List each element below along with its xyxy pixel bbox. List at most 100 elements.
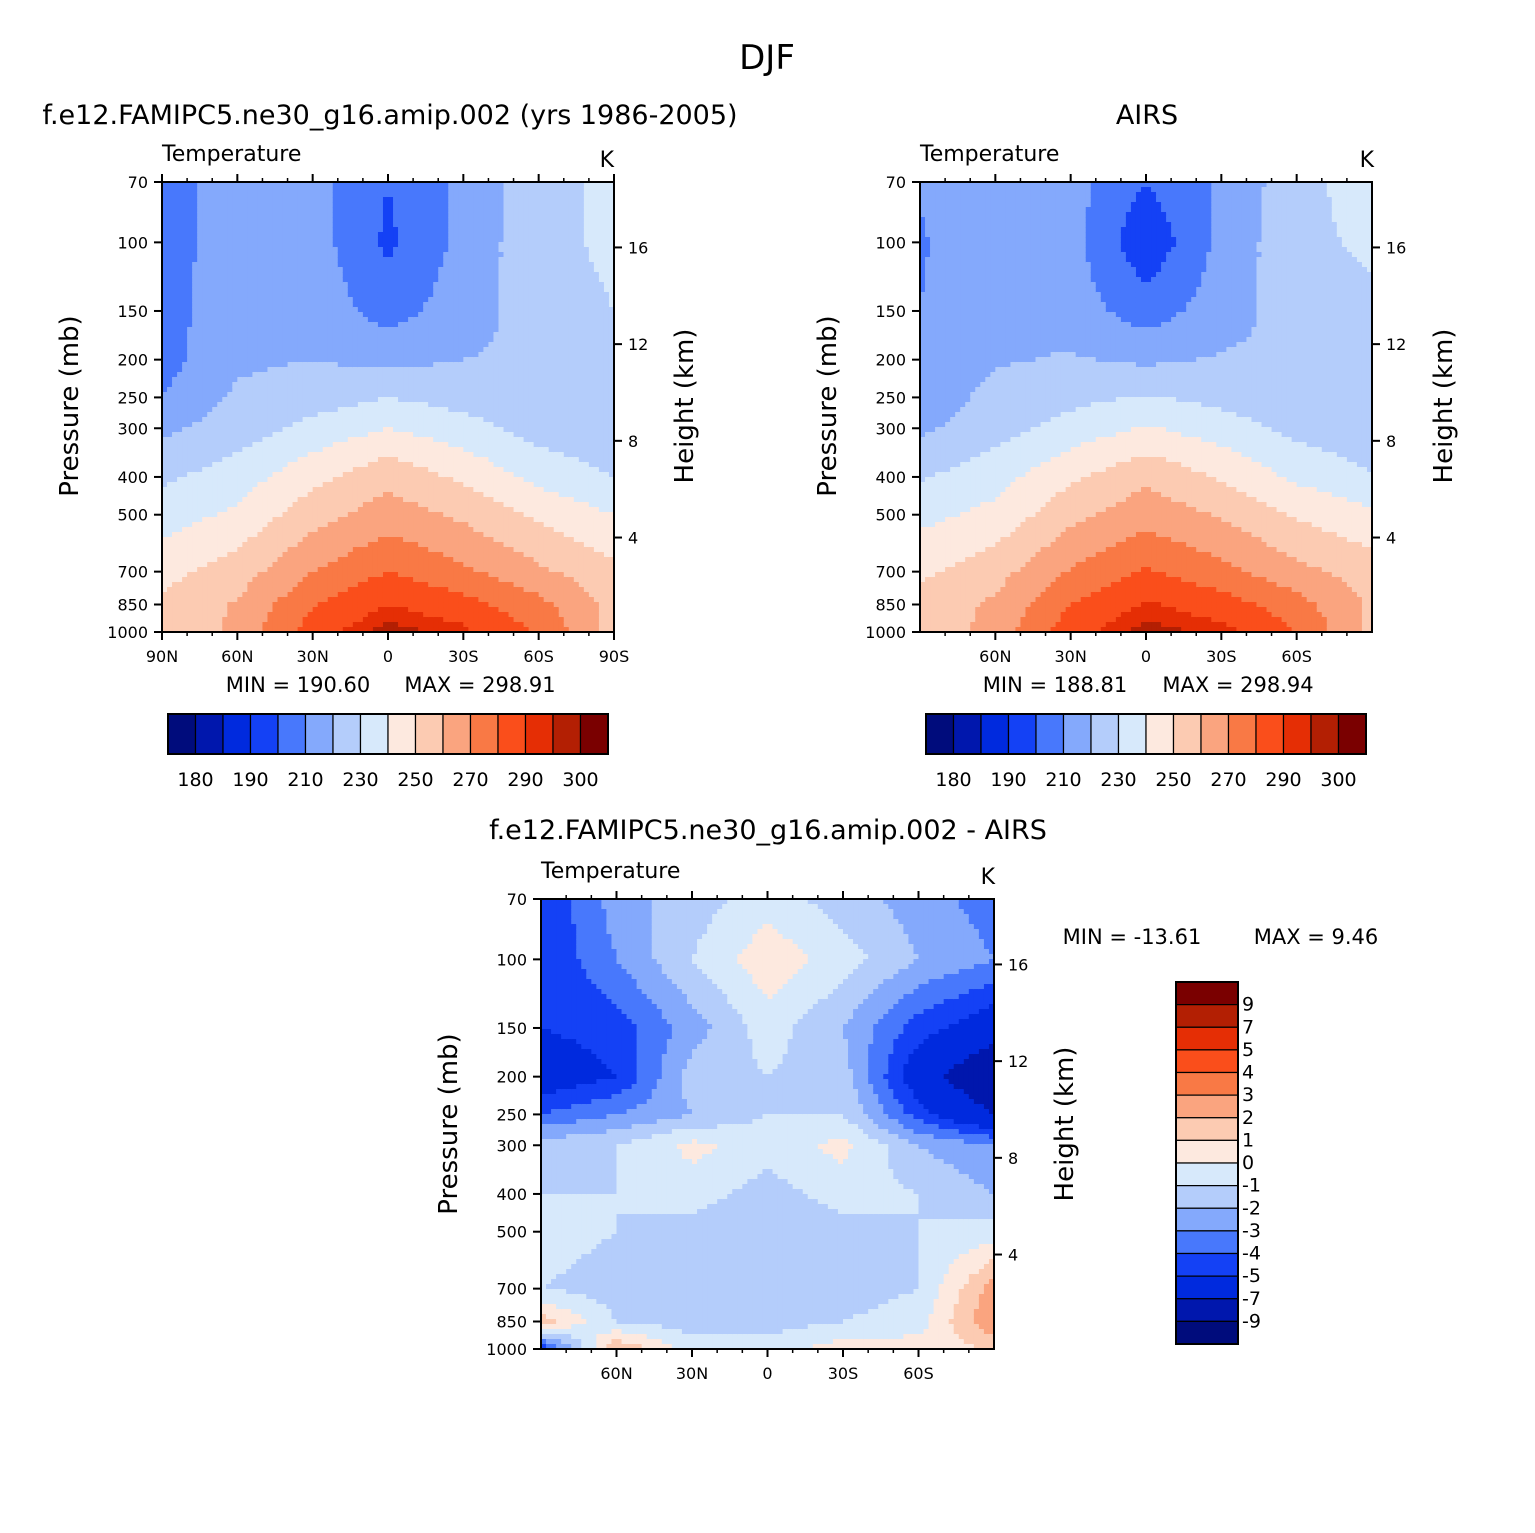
field-cell [298, 272, 304, 278]
field-cell [388, 272, 394, 278]
field-cell [303, 442, 309, 448]
field-cell [373, 397, 379, 403]
field-cell [293, 212, 299, 218]
field-cell [373, 432, 379, 438]
field-cell [262, 282, 268, 288]
field-cell [293, 222, 299, 228]
field-cell [383, 342, 389, 348]
field-cell [212, 567, 218, 573]
field-cell [433, 222, 439, 228]
field-cell [373, 262, 379, 268]
field-cell [413, 272, 419, 278]
field-cell [212, 402, 218, 408]
field-cell [358, 202, 364, 208]
field-cell [167, 612, 173, 618]
field-cell [252, 437, 258, 443]
field-cell [423, 382, 429, 388]
field-cell [373, 617, 379, 623]
field-cell [353, 352, 359, 358]
field-cell [272, 202, 278, 208]
field-cell [323, 617, 329, 623]
field-cell [298, 367, 304, 373]
field-cell [318, 267, 324, 273]
field-cell [363, 622, 369, 628]
field-cell [403, 232, 409, 238]
field-cell [338, 542, 344, 548]
field-cell [227, 582, 233, 588]
field-cell [403, 457, 409, 463]
field-cell [403, 467, 409, 473]
field-cell [298, 562, 304, 568]
field-cell [388, 212, 394, 218]
field-cell [333, 357, 339, 363]
field-cell [298, 477, 304, 483]
field-cell [207, 507, 213, 513]
field-cell [308, 537, 314, 543]
field-cell [257, 357, 263, 363]
field-cell [172, 537, 178, 543]
field-cell [202, 622, 208, 628]
field-cell [428, 517, 434, 523]
field-cell [177, 332, 183, 338]
field-cell [167, 532, 173, 538]
field-cell [242, 307, 248, 313]
field-cell [222, 232, 228, 238]
field-cell [403, 377, 409, 383]
field-cell [237, 517, 243, 523]
field-cell [197, 617, 203, 623]
field-cell [217, 462, 223, 468]
field-cell [207, 422, 213, 428]
field-cell [237, 257, 243, 263]
field-cell [182, 487, 188, 493]
field-cell [172, 372, 178, 378]
field-cell [257, 442, 263, 448]
field-cell [283, 397, 289, 403]
field-cell [232, 607, 238, 613]
field-cell [323, 487, 329, 493]
field-cell [232, 367, 238, 373]
field-cell [217, 422, 223, 428]
field-cell [393, 337, 399, 343]
field-cell [368, 387, 374, 393]
field-cell [207, 267, 213, 273]
field-cell [433, 382, 439, 388]
field-cell [222, 457, 228, 463]
field-cell [308, 217, 314, 223]
field-cell [298, 297, 304, 303]
field-cell [408, 352, 414, 358]
field-cell [272, 422, 278, 428]
field-cell [438, 382, 444, 388]
field-cell [373, 382, 379, 388]
field-cell [418, 237, 424, 243]
field-cell [363, 562, 369, 568]
field-cell [393, 467, 399, 473]
field-cell [192, 352, 198, 358]
field-cell [428, 387, 434, 393]
field-cell [252, 412, 258, 418]
field-cell [403, 512, 409, 518]
field-cell [197, 212, 203, 218]
field-cell [338, 267, 344, 273]
field-cell [333, 457, 339, 463]
field-cell [353, 527, 359, 533]
field-cell [343, 467, 349, 473]
field-cell [323, 522, 329, 528]
field-cell [222, 367, 228, 373]
field-cell [353, 307, 359, 313]
field-cell [408, 447, 414, 453]
field-cell [272, 272, 278, 278]
field-cell [348, 447, 354, 453]
field-cell [323, 192, 329, 198]
field-cell [403, 312, 409, 318]
field-cell [308, 577, 314, 583]
field-cell [267, 522, 273, 528]
field-cell [217, 432, 223, 438]
field-cell [378, 302, 384, 308]
field-cell [378, 527, 384, 533]
field-cell [267, 467, 273, 473]
field-cell [167, 187, 173, 193]
field-cell [298, 522, 304, 528]
field-cell [403, 577, 409, 583]
field-cell [428, 482, 434, 488]
field-cell [222, 332, 228, 338]
